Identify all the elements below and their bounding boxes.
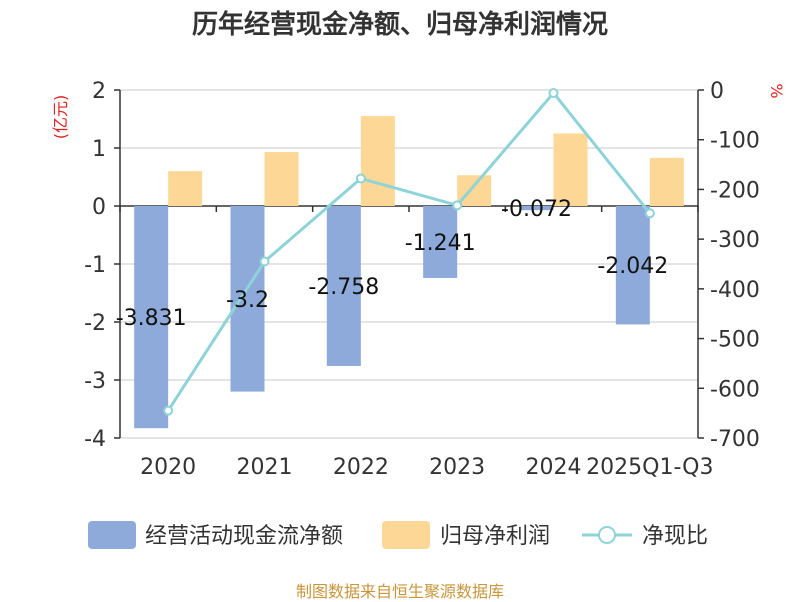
y-tick-label-left: -1 (84, 253, 106, 278)
y-tick-label-right: -500 (710, 328, 760, 353)
x-tick-label: 2023 (429, 455, 485, 480)
data-label-cash-flow: -3.2 (226, 288, 269, 313)
bar-cash-flow (230, 206, 265, 392)
y-tick-label-right: -100 (710, 129, 760, 154)
line-point (259, 256, 270, 267)
legend-label-ratio: 净现比 (642, 524, 708, 549)
y-tick-label-left: -4 (84, 427, 106, 452)
legend-marker-ratio (598, 526, 616, 544)
data-label-cash-flow: -2.758 (308, 275, 379, 300)
legend-label-cash-flow: 经营活动现金流净额 (145, 524, 343, 549)
line-point (163, 405, 174, 416)
x-tick-label: 2020 (140, 455, 196, 480)
y-tick-label-left: 1 (92, 137, 106, 162)
line-point (548, 87, 559, 98)
y-tick-label-right: -600 (710, 377, 760, 402)
x-tick-label: 2022 (333, 455, 389, 480)
chart-title: 历年经营现金净额、归母净利润情况 (191, 10, 608, 40)
bar-net-profit (649, 157, 684, 206)
data-label-cash-flow: -0.072 (501, 197, 572, 222)
bar-net-profit (264, 152, 299, 206)
line-point (452, 200, 463, 211)
y-tick-label-left: 0 (92, 195, 106, 220)
bar-net-profit (168, 171, 203, 206)
bar-cash-flow (519, 206, 554, 211)
bar-cash-flow (615, 206, 650, 325)
bar-net-profit (553, 133, 588, 206)
y-tick-label-left: -2 (84, 311, 106, 336)
legend-label-net-profit: 归母净利润 (440, 524, 550, 549)
legend-swatch-cash-flow (88, 521, 136, 549)
bar-cash-flow (423, 206, 458, 278)
source-note: 制图数据来自恒生聚源数据库 (295, 582, 504, 601)
y-tick-label-left: -3 (84, 369, 106, 394)
line-point (355, 173, 366, 184)
bar-net-profit (360, 116, 395, 206)
y-tick-label-right: -700 (710, 427, 760, 452)
axes (114, 89, 704, 439)
y-axis-left-label: (亿元) (51, 95, 70, 140)
data-label-cash-flow: -3.831 (116, 306, 187, 331)
bar-cash-flow (134, 206, 169, 429)
x-tick-label: 2025Q1-Q3 (586, 455, 713, 480)
y-tick-label-right: -300 (710, 228, 760, 253)
line-net-cash-ratio (166, 90, 652, 412)
y-tick-label-right: -200 (710, 178, 760, 203)
y-tick-label-left: 2 (92, 79, 106, 104)
data-label-cash-flow: -1.241 (405, 231, 476, 256)
bar-cash-flow (326, 206, 361, 366)
y-tick-label-right: -400 (710, 278, 760, 303)
y-axis-right-label: % (767, 83, 786, 98)
x-tick-label: 2024 (526, 455, 582, 480)
data-label-cash-flow: -2.042 (597, 254, 668, 279)
legend: 经营活动现金流净额 归母净利润 净现比 (88, 521, 708, 549)
line-point (644, 208, 655, 219)
y-tick-label-right: 0 (710, 79, 724, 104)
x-tick-label: 2021 (237, 455, 293, 480)
tick-labels: 2 1 0 -1 -2 -3 -4 0 -100 -200 -300 -400 -500 -600 -700… (84, 79, 760, 480)
ratio-line (163, 87, 655, 416)
data-labels: -3.831 -3.2 -2.758 -1.241 -0.072 -2.042 (116, 197, 669, 331)
legend-swatch-net-profit (382, 521, 430, 549)
